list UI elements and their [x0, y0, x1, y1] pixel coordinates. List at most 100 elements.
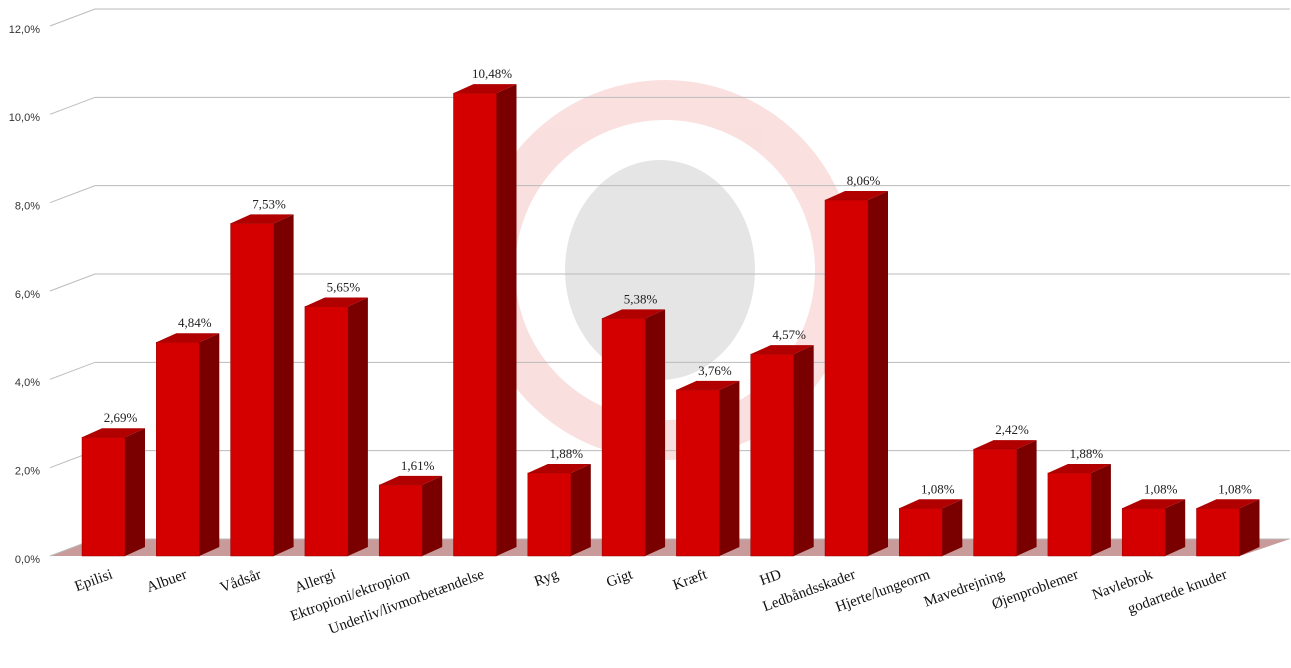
bar-top [82, 428, 145, 438]
value-label: 10,48% [472, 66, 512, 81]
bar-group [601, 309, 666, 557]
bar [156, 341, 200, 557]
value-label: 2,42% [995, 422, 1029, 437]
bar-side [1165, 499, 1186, 556]
x-tick-label: Vådsår [218, 567, 263, 597]
grid-line [49, 273, 1290, 292]
bar-group [824, 191, 888, 557]
bar-top [230, 214, 294, 224]
bar [676, 389, 720, 557]
bar-group [378, 475, 443, 557]
bar-group [156, 333, 220, 557]
y-tick-label: 6,0% [15, 289, 40, 301]
x-tick-label: HD [758, 567, 784, 590]
x-tick-label: Allergi [293, 567, 338, 596]
value-label: 1,08% [921, 481, 955, 496]
bar-top [899, 499, 963, 509]
bar [230, 223, 274, 557]
bar [899, 508, 943, 557]
bar-top [676, 380, 740, 390]
bar-top [453, 84, 517, 94]
bar [1047, 472, 1092, 557]
bar [973, 448, 1017, 557]
value-label: 1,61% [401, 458, 435, 473]
bar-side [570, 463, 591, 556]
bar-side [793, 345, 814, 556]
bar [453, 92, 497, 557]
bar-group [527, 463, 591, 557]
y-tick-label: 12,0% [9, 24, 40, 36]
y-tick-label: 10,0% [9, 112, 40, 124]
bar-side [645, 309, 666, 556]
bar [527, 472, 572, 557]
bar-top [1047, 463, 1111, 473]
x-tick-label: Epilisi [73, 567, 115, 595]
value-label: 5,65% [327, 279, 361, 294]
bar-group [676, 380, 740, 557]
bar-group [1196, 499, 1260, 557]
bar-top [825, 191, 888, 201]
bar-top [527, 463, 591, 473]
bar-top [602, 309, 666, 319]
bar-group [81, 428, 145, 557]
value-label: 1,08% [1218, 481, 1252, 496]
bar-group [1121, 499, 1186, 557]
x-tick-label: Albuer [145, 567, 190, 596]
bar-side [496, 84, 517, 556]
bar [601, 318, 646, 557]
bar-group [304, 297, 368, 557]
bar-side [719, 380, 740, 556]
bar-side [1016, 440, 1037, 556]
bar-top [304, 297, 368, 307]
bar-group [973, 440, 1037, 557]
value-label: 1,88% [1070, 446, 1104, 461]
grid-line [49, 185, 1290, 204]
bar [750, 353, 794, 557]
bar-side [125, 428, 145, 556]
grid-line [49, 8, 1290, 27]
value-label: 8,06% [847, 173, 881, 188]
y-tick-label: 2,0% [15, 466, 40, 478]
y-tick-label: 0,0% [15, 554, 40, 566]
bar-side [347, 297, 368, 556]
bar-side [1239, 499, 1260, 556]
bar-group [230, 214, 294, 557]
x-tick-label: Kræft [671, 566, 710, 593]
x-tick-label: Ryg [532, 567, 561, 591]
bar [378, 484, 423, 557]
bar-side [199, 333, 220, 556]
bar-top [973, 440, 1037, 450]
bar-group [453, 84, 517, 557]
bar [1121, 508, 1166, 557]
value-label: 5,38% [624, 291, 658, 306]
bar-top [156, 333, 220, 343]
y-tick-label: 4,0% [15, 377, 40, 389]
value-label: 4,57% [772, 327, 806, 342]
bar-side [1090, 463, 1111, 556]
bar [824, 199, 869, 557]
value-label: 7,53% [252, 196, 286, 211]
bar-side [273, 214, 294, 557]
grid-line [49, 96, 1290, 115]
x-tick-label: Gigt [604, 566, 635, 590]
value-label: 2,69% [104, 410, 138, 425]
bar-top [750, 345, 814, 355]
grid-line [49, 361, 1290, 380]
value-label: 3,76% [698, 363, 732, 378]
x-tick-label: Øjenproblemer [990, 567, 1081, 613]
bar [1196, 508, 1240, 557]
y-tick-label: 8,0% [15, 201, 40, 213]
value-label: 1,08% [1144, 481, 1178, 496]
bar-group [1047, 463, 1111, 557]
value-label: 4,84% [178, 315, 212, 330]
bar-group [750, 345, 814, 557]
bar [304, 306, 349, 557]
bar-top [1122, 499, 1186, 509]
bar-top [379, 475, 443, 485]
bar [81, 436, 126, 557]
bar-side [868, 191, 888, 556]
bar-group [899, 499, 963, 557]
bar-side [942, 499, 963, 556]
